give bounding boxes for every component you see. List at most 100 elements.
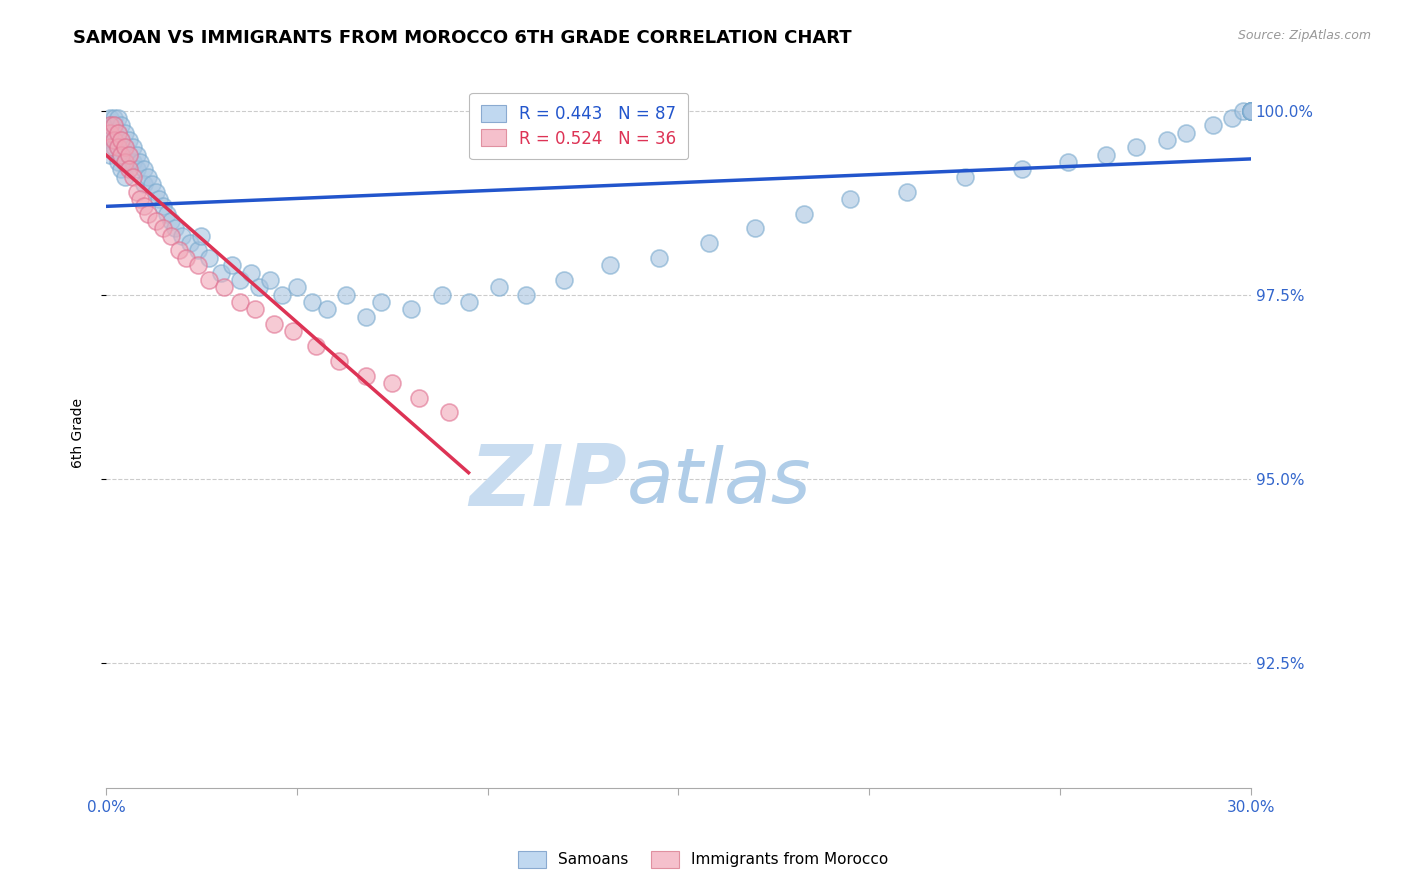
- Point: [408, 391, 430, 405]
- Point: [145, 185, 167, 199]
- Point: [263, 317, 285, 331]
- Point: [697, 235, 720, 250]
- Point: [599, 258, 621, 272]
- Point: [793, 206, 815, 220]
- Point: [198, 251, 221, 265]
- Text: atlas: atlas: [627, 445, 811, 519]
- Point: [114, 155, 136, 169]
- Point: [125, 185, 148, 199]
- Point: [1056, 155, 1078, 169]
- Text: SAMOAN VS IMMIGRANTS FROM MOROCCO 6TH GRADE CORRELATION CHART: SAMOAN VS IMMIGRANTS FROM MOROCCO 6TH GR…: [73, 29, 852, 46]
- Point: [98, 147, 121, 161]
- Point: [98, 133, 121, 147]
- Point: [228, 273, 250, 287]
- Point: [488, 280, 510, 294]
- Point: [1240, 103, 1263, 118]
- Point: [152, 221, 174, 235]
- Point: [1125, 140, 1147, 154]
- Point: [259, 273, 281, 287]
- Point: [1240, 103, 1263, 118]
- Point: [214, 280, 236, 294]
- Point: [110, 133, 132, 147]
- Point: [110, 147, 132, 161]
- Point: [1240, 103, 1263, 118]
- Point: [953, 169, 976, 184]
- Point: [121, 140, 143, 154]
- Point: [328, 354, 350, 368]
- Point: [125, 147, 148, 161]
- Point: [118, 147, 141, 161]
- Point: [107, 155, 129, 169]
- Point: [270, 287, 292, 301]
- Point: [152, 199, 174, 213]
- Point: [141, 177, 163, 191]
- Point: [648, 251, 671, 265]
- Point: [430, 287, 453, 301]
- Point: [103, 111, 125, 125]
- Point: [103, 133, 125, 147]
- Point: [190, 228, 212, 243]
- Point: [98, 140, 121, 154]
- Point: [103, 118, 125, 132]
- Point: [121, 155, 143, 169]
- Point: [98, 118, 121, 132]
- Point: [114, 140, 136, 154]
- Point: [114, 169, 136, 184]
- Point: [1240, 103, 1263, 118]
- Point: [148, 192, 170, 206]
- Point: [160, 214, 183, 228]
- Point: [134, 162, 156, 177]
- Text: Source: ZipAtlas.com: Source: ZipAtlas.com: [1237, 29, 1371, 42]
- Point: [228, 295, 250, 310]
- Point: [163, 221, 186, 235]
- Point: [896, 185, 918, 199]
- Point: [110, 133, 132, 147]
- Point: [98, 118, 121, 132]
- Point: [160, 228, 183, 243]
- Point: [107, 140, 129, 154]
- Point: [401, 302, 423, 317]
- Point: [107, 126, 129, 140]
- Point: [107, 140, 129, 154]
- Point: [103, 133, 125, 147]
- Point: [118, 147, 141, 161]
- Point: [1240, 103, 1263, 118]
- Point: [129, 192, 152, 206]
- Point: [103, 140, 125, 154]
- Point: [439, 405, 461, 419]
- Point: [240, 265, 263, 279]
- Point: [381, 376, 404, 390]
- Point: [335, 287, 357, 301]
- Point: [1240, 103, 1263, 118]
- Point: [1201, 118, 1223, 132]
- Point: [129, 155, 152, 169]
- Point: [354, 368, 377, 383]
- Point: [187, 244, 209, 258]
- Point: [1232, 103, 1254, 118]
- Point: [457, 295, 479, 310]
- Point: [179, 235, 201, 250]
- Point: [187, 258, 209, 272]
- Point: [1174, 126, 1197, 140]
- Point: [1094, 147, 1116, 161]
- Point: [125, 162, 148, 177]
- Point: [209, 265, 232, 279]
- Point: [118, 133, 141, 147]
- Point: [1011, 162, 1033, 177]
- Point: [285, 280, 308, 294]
- Point: [1240, 103, 1263, 118]
- Point: [98, 126, 121, 140]
- Point: [107, 126, 129, 140]
- Point: [281, 325, 304, 339]
- Point: [107, 111, 129, 125]
- Point: [98, 111, 121, 125]
- Point: [174, 251, 197, 265]
- Point: [1220, 111, 1243, 125]
- Point: [136, 169, 159, 184]
- Point: [247, 280, 270, 294]
- Point: [110, 147, 132, 161]
- Point: [198, 273, 221, 287]
- Point: [98, 126, 121, 140]
- Point: [839, 192, 862, 206]
- Point: [1240, 103, 1263, 118]
